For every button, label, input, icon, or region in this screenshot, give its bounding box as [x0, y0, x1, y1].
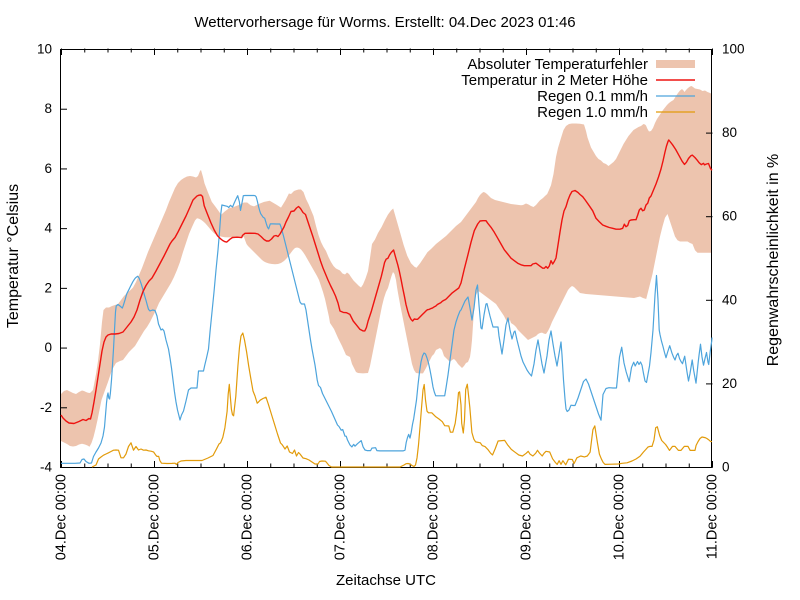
svg-text:0: 0 [722, 460, 730, 475]
svg-text:08.Dec 00:00: 08.Dec 00:00 [426, 474, 442, 560]
svg-text:Absoluter Temperaturfehler: Absoluter Temperaturfehler [467, 56, 648, 73]
svg-text:10.Dec 00:00: 10.Dec 00:00 [612, 474, 628, 560]
svg-text:4: 4 [44, 221, 52, 236]
svg-text:-4: -4 [40, 460, 52, 475]
svg-text:11.Dec 00:00: 11.Dec 00:00 [705, 474, 721, 559]
svg-text:40: 40 [722, 292, 737, 307]
svg-text:8: 8 [44, 101, 52, 116]
svg-text:04.Dec 00:00: 04.Dec 00:00 [54, 474, 70, 560]
svg-text:10: 10 [37, 42, 52, 57]
svg-text:Regen 0.1 mm/h: Regen 0.1 mm/h [537, 88, 648, 105]
svg-text:Temperatur °Celsius: Temperatur °Celsius [5, 184, 22, 328]
svg-text:-2: -2 [40, 400, 52, 415]
svg-text:07.Dec 00:00: 07.Dec 00:00 [333, 474, 349, 560]
svg-text:Regenwahrscheinlichkeit in %: Regenwahrscheinlichkeit in % [765, 154, 782, 367]
svg-text:20: 20 [722, 376, 737, 391]
svg-text:0: 0 [44, 340, 52, 355]
svg-text:60: 60 [722, 209, 737, 224]
svg-text:Wettervorhersage für Worms. Er: Wettervorhersage für Worms. Erstellt: 04… [194, 14, 575, 31]
svg-text:05.Dec 00:00: 05.Dec 00:00 [147, 474, 163, 560]
svg-text:2: 2 [44, 280, 52, 295]
svg-text:Temperatur in 2 Meter Höhe: Temperatur in 2 Meter Höhe [461, 72, 648, 89]
svg-text:Regen 1.0 mm/h: Regen 1.0 mm/h [537, 104, 648, 121]
svg-text:06.Dec 00:00: 06.Dec 00:00 [240, 474, 256, 560]
svg-text:Zeitachse UTC: Zeitachse UTC [336, 572, 436, 589]
svg-text:100: 100 [722, 42, 745, 57]
svg-text:80: 80 [722, 125, 737, 140]
svg-text:6: 6 [44, 161, 52, 176]
svg-text:09.Dec 00:00: 09.Dec 00:00 [519, 474, 535, 560]
